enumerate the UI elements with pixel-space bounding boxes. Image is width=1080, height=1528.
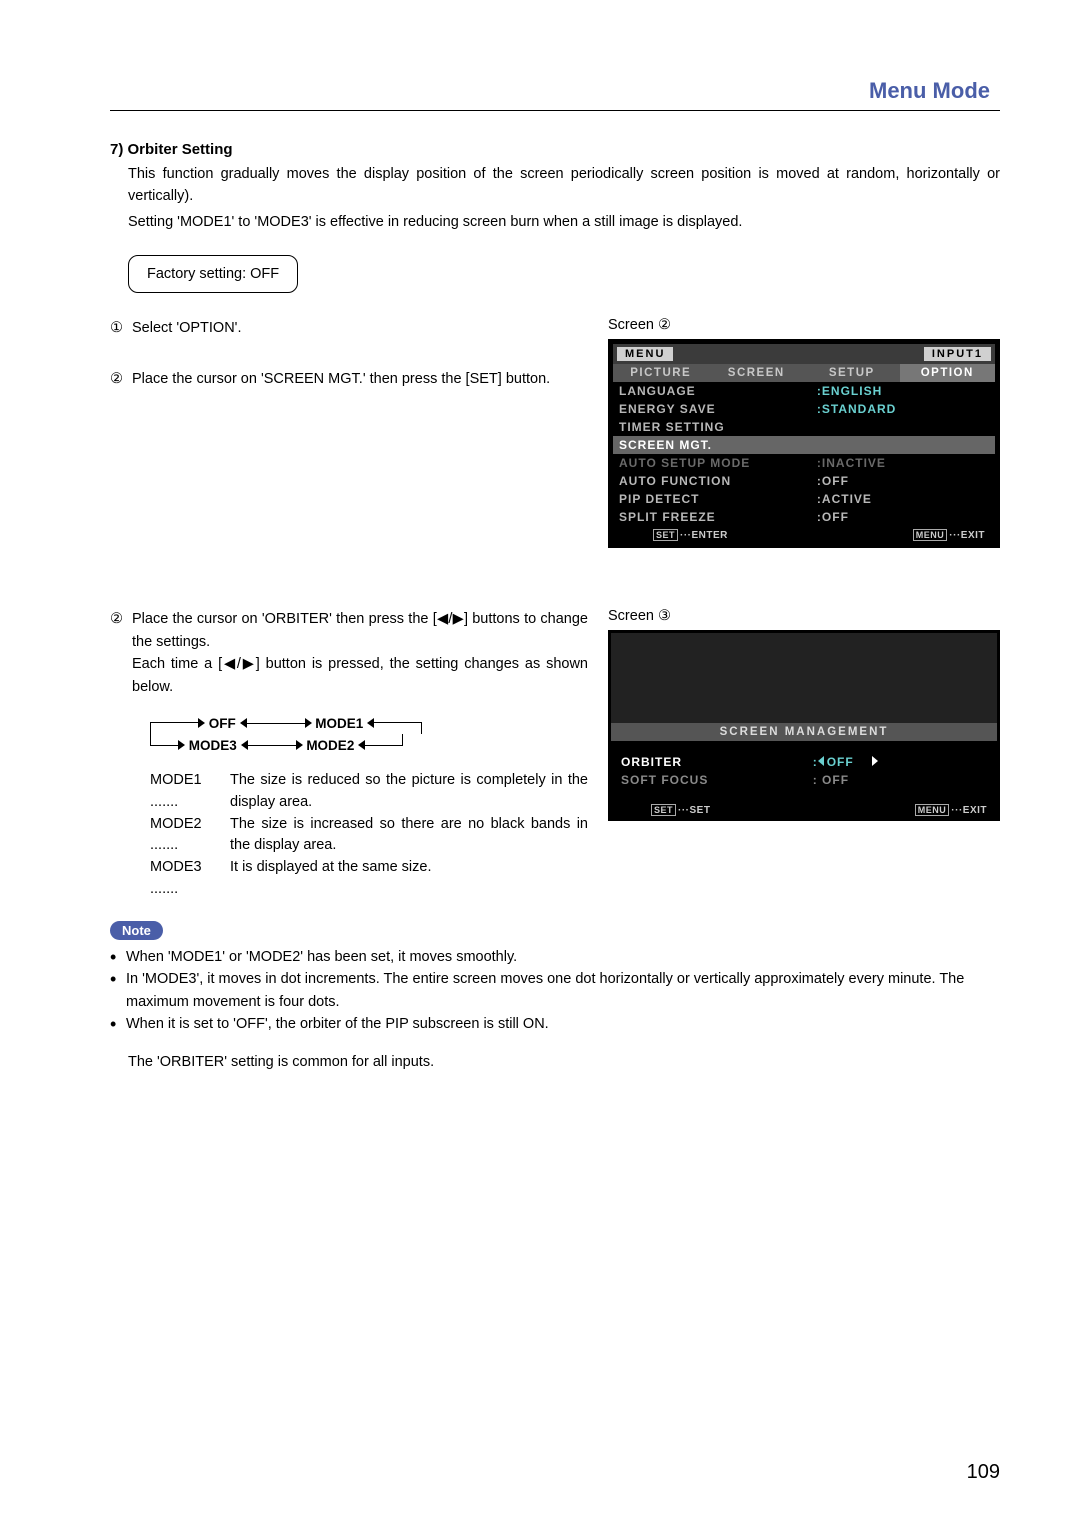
osd2-row-value: :OFF	[817, 510, 989, 524]
step-2-number: ②	[110, 368, 132, 390]
osd3-footer: SET···SET MENU···EXIT	[611, 801, 997, 818]
intro-paragraph-1: This function gradually moves the displa…	[128, 164, 1000, 208]
osd2-row-key: SPLIT FREEZE	[619, 510, 817, 524]
osd2-tab-picture: PICTURE	[613, 364, 709, 382]
osd2-row-key: AUTO SETUP MODE	[619, 456, 817, 470]
step-1-text: Select 'OPTION'.	[132, 317, 588, 339]
osd2-row-value: :ENGLISH	[817, 384, 989, 398]
step-3: ② Place the cursor on 'ORBITER' then pre…	[110, 608, 588, 698]
osd2-foot-menu-box: MENU	[913, 529, 948, 541]
step-2-text: Place the cursor on 'SCREEN MGT.' then p…	[132, 368, 588, 390]
cycle-diagram: OFF MODE1 MODE3 MODE2	[150, 712, 588, 756]
step-1-number: ①	[110, 317, 132, 339]
osd2-tab-option: OPTION	[900, 364, 996, 382]
intro-paragraph-2: Setting 'MODE1' to 'MODE3' is effective …	[128, 212, 1000, 234]
osd3-foot-menu-box: MENU	[915, 804, 950, 816]
note-label: Note	[110, 921, 163, 940]
osd3-soft-value: : OFF	[813, 773, 987, 787]
osd2-foot-set-box: SET	[653, 529, 678, 541]
note-bullet-2: In 'MODE3', it moves in dot increments. …	[110, 968, 1000, 1013]
factory-setting-box: Factory setting: OFF	[128, 255, 298, 293]
osd2-row-value: :ACTIVE	[817, 492, 989, 506]
osd2-row: TIMER SETTING	[613, 418, 995, 436]
osd2-row-value: :INACTIVE	[817, 456, 989, 470]
osd2-tabs: PICTURE SCREEN SETUP OPTION	[613, 364, 995, 382]
osd2-row: AUTO FUNCTION:OFF	[613, 472, 995, 490]
osd3-orbiter-row: ORBITER :OFF	[611, 753, 997, 771]
screen-2-label: Screen ②	[608, 317, 1000, 333]
section-title-text: Orbiter Setting	[128, 141, 233, 158]
cycle-mode1: MODE1	[315, 716, 363, 731]
osd3-foot-exit: ···EXIT	[951, 805, 987, 816]
osd2-row: PIP DETECT:ACTIVE	[613, 490, 995, 508]
osd2-row: SCREEN MGT.	[613, 436, 995, 454]
osd3-foot-set-box: SET	[651, 804, 676, 816]
cycle-off: OFF	[209, 716, 236, 731]
note-bullet-1: When 'MODE1' or 'MODE2' has been set, it…	[110, 946, 1000, 968]
mode1-desc: MODE1 ....... The size is reduced so the…	[150, 770, 588, 814]
step-3-number: ②	[110, 608, 132, 698]
page-number: 109	[967, 1461, 1000, 1484]
osd2-row-value: :STANDARD	[817, 402, 989, 416]
osd3-soft-key: SOFT FOCUS	[621, 773, 813, 787]
osd2-input-pill: INPUT1	[924, 347, 991, 361]
note-bullet-3: When it is set to 'OFF', the orbiter of …	[110, 1013, 1000, 1035]
step-3-line1: Place the cursor on 'ORBITER' then press…	[132, 611, 588, 649]
section-heading: 7) Orbiter Setting	[110, 141, 1000, 158]
osd2-row: LANGUAGE:ENGLISH	[613, 382, 995, 400]
common-note: The 'ORBITER' setting is common for all …	[128, 1054, 1000, 1070]
osd2-foot-exit: ···EXIT	[949, 530, 985, 541]
page-header: Menu Mode	[110, 78, 1000, 111]
mode3-text: It is displayed at the same size.	[230, 857, 588, 901]
osd3-orbiter-key: ORBITER	[621, 755, 813, 769]
osd3-orbiter-value-text: OFF	[827, 755, 854, 769]
osd2-row-key: LANGUAGE	[619, 384, 817, 398]
osd-screen-2: MENU INPUT1 PICTURE SCREEN SETUP OPTION …	[608, 339, 1000, 548]
osd2-row: ENERGY SAVE:STANDARD	[613, 400, 995, 418]
osd3-foot-set-text: ···SET	[678, 805, 710, 816]
osd2-tab-screen: SCREEN	[709, 364, 805, 382]
mode2-text: The size is increased so there are no bl…	[230, 814, 588, 858]
osd-screen-3: SCREEN MANAGEMENT ORBITER :OFF SOFT FOCU…	[608, 630, 1000, 821]
mode1-label: MODE1 .......	[150, 770, 230, 814]
osd2-row-key: AUTO FUNCTION	[619, 474, 817, 488]
osd3-orbiter-value: :OFF	[813, 755, 987, 769]
section-number: 7)	[110, 141, 123, 158]
osd2-row-key: PIP DETECT	[619, 492, 817, 506]
step-2: ② Place the cursor on 'SCREEN MGT.' then…	[110, 368, 588, 390]
cycle-mode2: MODE2	[306, 738, 354, 753]
osd2-foot-enter: ···ENTER	[680, 530, 728, 541]
step-3-body: Place the cursor on 'ORBITER' then press…	[132, 608, 588, 698]
osd2-footer: SET···ENTER MENU···EXIT	[613, 526, 995, 543]
step-1: ① Select 'OPTION'.	[110, 317, 588, 339]
mode2-label: MODE2 .......	[150, 814, 230, 858]
osd2-tab-setup: SETUP	[804, 364, 900, 382]
osd3-softfocus-row: SOFT FOCUS : OFF	[611, 771, 997, 789]
mode3-label: MODE3 .......	[150, 857, 230, 901]
step-3-line2: Each time a [◀/▶] button is pressed, the…	[132, 656, 588, 694]
osd2-row-value: :OFF	[817, 474, 989, 488]
mode3-desc: MODE3 ....... It is displayed at the sam…	[150, 857, 588, 901]
mode1-text: The size is reduced so the picture is co…	[230, 770, 588, 814]
osd2-row-key: ENERGY SAVE	[619, 402, 817, 416]
note-list: When 'MODE1' or 'MODE2' has been set, it…	[110, 946, 1000, 1036]
mode2-desc: MODE2 ....... The size is increased so t…	[150, 814, 588, 858]
osd3-title: SCREEN MANAGEMENT	[611, 723, 997, 741]
screen-3-label: Screen ③	[608, 608, 1000, 624]
osd2-menu-pill: MENU	[617, 347, 673, 361]
osd2-row: AUTO SETUP MODE:INACTIVE	[613, 454, 995, 472]
osd2-row-key: TIMER SETTING	[619, 420, 817, 434]
cycle-mode3: MODE3	[189, 738, 237, 753]
osd2-row-key: SCREEN MGT.	[619, 438, 817, 452]
osd2-row: SPLIT FREEZE:OFF	[613, 508, 995, 526]
